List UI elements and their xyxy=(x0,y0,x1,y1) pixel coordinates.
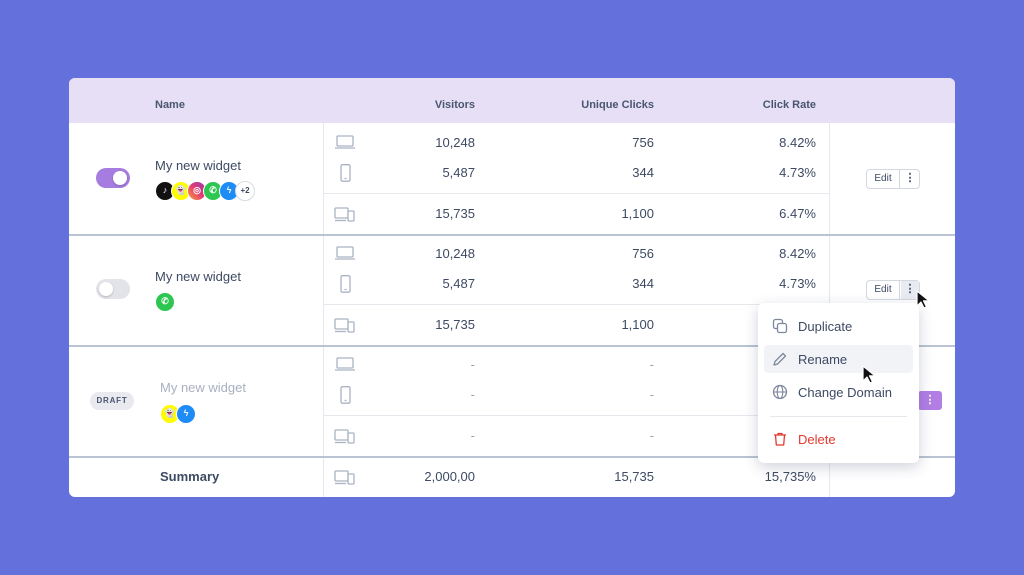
header-unique-clicks[interactable]: Unique Clicks xyxy=(581,99,654,111)
all-devices-icon xyxy=(334,318,355,333)
summary-label: Summary xyxy=(160,469,220,484)
total-unique-clicks: 1,100 xyxy=(621,206,654,221)
menu-item-rename[interactable]: Rename xyxy=(764,345,913,373)
summary-click-rate: 15,735% xyxy=(764,469,816,484)
total-visitors: 15,735 xyxy=(435,317,475,332)
subtotal-divider xyxy=(324,193,830,194)
total-visitors: - xyxy=(470,428,475,443)
mobile-visitors: 5,487 xyxy=(442,276,475,291)
globe-icon xyxy=(772,384,788,400)
mobile-unique-clicks: 344 xyxy=(632,165,654,180)
edit-button[interactable]: Edit xyxy=(867,170,900,188)
mobile-unique-clicks: 344 xyxy=(632,276,654,291)
trash-icon xyxy=(774,432,786,446)
menu-item-label: Delete xyxy=(798,432,836,447)
edit-button-group: Edit ⋮ xyxy=(866,169,920,189)
edit-button-group: Edit ⋮ xyxy=(866,280,920,300)
pencil-icon xyxy=(773,352,787,366)
mobile-icon xyxy=(340,386,351,404)
edit-button[interactable]: Edit xyxy=(867,281,900,299)
widget-enabled-toggle[interactable] xyxy=(96,168,130,188)
widget-name[interactable]: My new widget xyxy=(160,380,246,395)
widgets-table-card: Name Visitors Unique Clicks Click Rate M… xyxy=(69,78,955,497)
menu-item-label: Rename xyxy=(798,352,848,367)
duplicate-icon xyxy=(772,318,788,334)
row-divider xyxy=(69,234,955,236)
header-name[interactable]: Name xyxy=(155,99,185,111)
more-channels-badge: +2 xyxy=(235,181,255,201)
row-divider xyxy=(69,345,955,347)
mouse-cursor-icon xyxy=(862,365,876,384)
menu-divider xyxy=(770,416,907,417)
total-unique-clicks: - xyxy=(649,428,654,443)
snapchat-icon: 👻 xyxy=(171,181,191,201)
messenger-icon: ϟ xyxy=(176,404,196,424)
desktop-visitors: 10,248 xyxy=(435,135,475,150)
mobile-click-rate: 4.73% xyxy=(779,165,816,180)
total-visitors: 15,735 xyxy=(435,206,475,221)
summary-visitors: 2,000,00 xyxy=(424,469,475,484)
desktop-click-rate: 8.42% xyxy=(779,135,816,150)
whatsapp-icon: ✆ xyxy=(155,292,175,312)
mobile-icon xyxy=(340,275,351,293)
table-header: Name Visitors Unique Clicks Click Rate xyxy=(69,78,955,123)
row-divider xyxy=(69,456,955,458)
mobile-visitors: - xyxy=(470,387,475,402)
mobile-unique-clicks: - xyxy=(649,387,654,402)
channel-icons: ♪ 👻 ◎ ✆ ϟ +2 xyxy=(155,181,265,203)
widget-name[interactable]: My new widget xyxy=(155,269,241,284)
header-click-rate[interactable]: Click Rate xyxy=(762,99,816,111)
desktop-click-rate: 8.42% xyxy=(779,246,816,261)
all-devices-icon xyxy=(334,429,355,444)
desktop-unique-clicks: - xyxy=(649,357,654,372)
subtotal-divider xyxy=(324,415,830,416)
desktop-visitors: - xyxy=(470,357,475,372)
more-options-button[interactable]: ⋮ xyxy=(904,172,916,184)
desktop-visitors: 10,248 xyxy=(435,246,475,261)
subtotal-divider xyxy=(324,304,830,305)
all-devices-icon xyxy=(334,207,355,222)
menu-item-label: Change Domain xyxy=(798,385,892,400)
desktop-unique-clicks: 756 xyxy=(632,246,654,261)
draft-badge: DRAFT xyxy=(90,392,134,410)
menu-item-delete[interactable]: Delete xyxy=(764,425,913,453)
desktop-icon xyxy=(335,135,355,149)
menu-item-duplicate[interactable]: Duplicate xyxy=(764,312,913,340)
mouse-cursor-icon xyxy=(916,290,930,309)
widget-enabled-toggle[interactable] xyxy=(96,279,130,299)
summary-unique-clicks: 15,735 xyxy=(614,469,654,484)
all-devices-icon xyxy=(334,470,355,485)
mobile-click-rate: 4.73% xyxy=(779,276,816,291)
desktop-icon xyxy=(335,246,355,260)
desktop-unique-clicks: 756 xyxy=(632,135,654,150)
column-separator xyxy=(323,123,324,497)
widget-name[interactable]: My new widget xyxy=(155,158,241,173)
draft-more-options-button[interactable]: ⋮ xyxy=(918,391,942,410)
more-options-button[interactable]: ⋮ xyxy=(901,281,919,299)
header-visitors[interactable]: Visitors xyxy=(434,99,475,111)
context-menu: Duplicate Rename Change Domain Delete xyxy=(758,303,919,463)
menu-item-change-domain[interactable]: Change Domain xyxy=(764,378,913,406)
total-click-rate: 6.47% xyxy=(779,206,816,221)
mobile-icon xyxy=(340,164,351,182)
channel-icons: 👻 ϟ xyxy=(160,404,200,426)
mobile-visitors: 5,487 xyxy=(442,165,475,180)
menu-item-label: Duplicate xyxy=(798,319,853,334)
total-unique-clicks: 1,100 xyxy=(621,317,654,332)
desktop-icon xyxy=(335,357,355,371)
channel-icons: ✆ xyxy=(155,292,179,314)
